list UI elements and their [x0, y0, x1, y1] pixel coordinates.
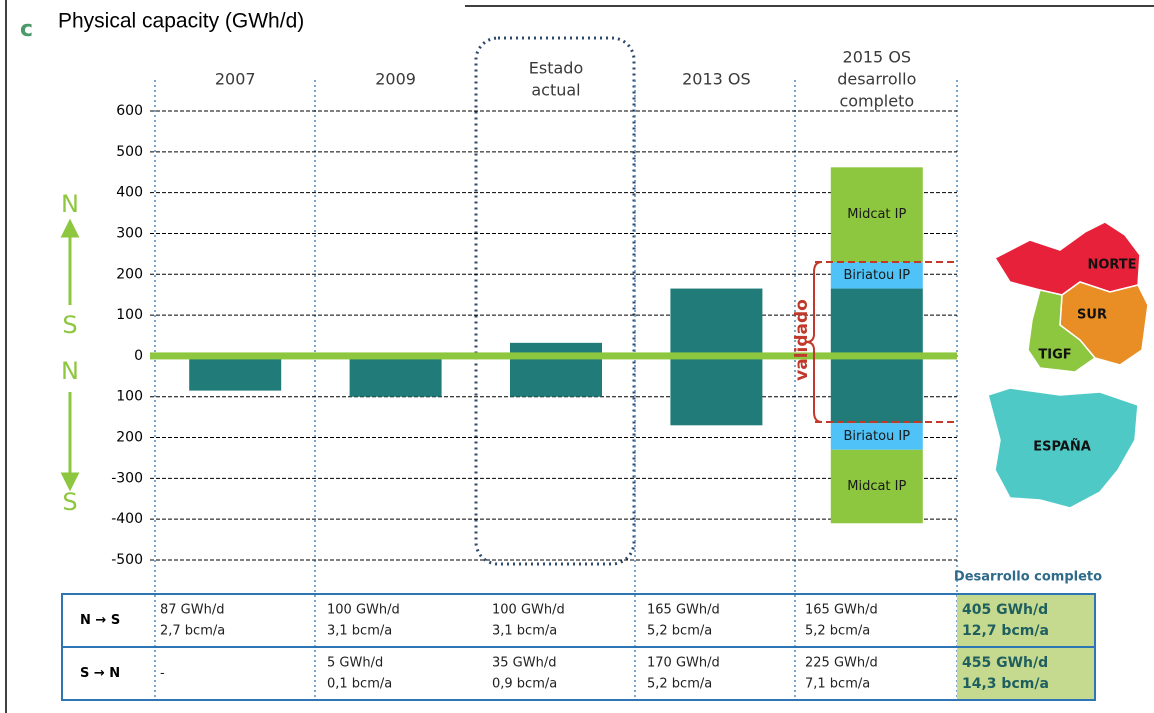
- table-cell: 3,1 bcm/a: [492, 624, 557, 639]
- table-cell: 455 GWh/d: [962, 655, 1048, 671]
- highlight-box: [474, 36, 636, 566]
- segment-label: Biriatou IP: [844, 429, 911, 444]
- table-cell: -: [160, 666, 165, 681]
- y-tick-label: 400: [116, 185, 143, 201]
- table-cell: 2,7 bcm/a: [160, 624, 225, 639]
- table-cell: 5 GWh/d: [327, 656, 383, 671]
- map-label: NORTE: [1087, 258, 1136, 273]
- chart-title: Physical capacity (GWh/d): [58, 10, 304, 33]
- x-tick-label: Estado: [529, 59, 583, 78]
- table-cell: 405 GWh/d: [962, 602, 1048, 618]
- x-tick-label: 2009: [375, 70, 416, 89]
- x-tick-label: actual: [531, 81, 580, 100]
- bar-segment: [830, 423, 923, 450]
- bar-segment: [830, 449, 923, 524]
- y-tick-label: -300: [111, 470, 143, 486]
- corner-letter: c: [20, 17, 33, 42]
- table-cell: 225 GWh/d: [805, 656, 878, 671]
- row-label: S → N: [80, 666, 120, 681]
- table-cell: 100 GWh/d: [327, 603, 400, 618]
- bar-segment: [830, 355, 923, 424]
- direction-label: N: [61, 357, 79, 385]
- bar-segment: [830, 262, 923, 289]
- table-cell: 165 GWh/d: [805, 603, 878, 618]
- table-cell: 7,1 bcm/a: [805, 677, 870, 692]
- table-cell: 3,1 bcm/a: [327, 624, 392, 639]
- y-tick-label: 0: [134, 348, 143, 364]
- segment-label: Biriatou IP: [844, 268, 911, 283]
- bar-segment: [670, 288, 763, 356]
- y-tick-label: 200: [116, 430, 143, 446]
- bar-segment: [830, 167, 923, 263]
- direction-label: S: [62, 311, 77, 339]
- map-label: ESPAÑA: [1033, 439, 1091, 455]
- table-header: Desarrollo completo: [954, 570, 1102, 585]
- bar-segment: [510, 355, 602, 397]
- segment-label: Midcat IP: [847, 207, 906, 222]
- map-label: TIGF: [1038, 348, 1071, 363]
- y-tick-label: 500: [116, 144, 143, 160]
- zero-line: [150, 352, 957, 360]
- table-cell: 35 GWh/d: [492, 656, 556, 671]
- map: [987, 221, 1149, 509]
- table-cell: 165 GWh/d: [647, 603, 720, 618]
- table-cell: 100 GWh/d: [492, 603, 565, 618]
- map-label: SUR: [1077, 308, 1107, 323]
- table-cell: 5,2 bcm/a: [647, 624, 712, 639]
- direction-arrows: [60, 218, 80, 492]
- table-cell: 12,7 bcm/a: [962, 623, 1049, 639]
- table-cell: 5,2 bcm/a: [805, 624, 870, 639]
- x-tick-label: 2015 OS: [843, 48, 912, 67]
- row-label: N → S: [80, 613, 120, 628]
- table-cell: 14,3 bcm/a: [962, 676, 1049, 692]
- y-tick-label: -400: [111, 511, 143, 527]
- table-cell: 5,2 bcm/a: [647, 677, 712, 692]
- segment-label: Midcat IP: [847, 479, 906, 494]
- y-tick-label: 300: [116, 225, 143, 241]
- bar-segment: [189, 355, 282, 391]
- validated-bracket: [805, 261, 823, 423]
- table-cell: 0,1 bcm/a: [327, 677, 392, 692]
- direction-label: S: [62, 488, 77, 516]
- table-cell: 87 GWh/d: [160, 603, 224, 618]
- table-cell: 170 GWh/d: [647, 656, 720, 671]
- y-tick-label: 100: [116, 389, 143, 405]
- y-tick-label: 200: [116, 266, 143, 282]
- y-tick-label: -500: [111, 552, 143, 568]
- x-tick-label: completo: [839, 92, 914, 111]
- bar-segment: [830, 288, 923, 356]
- x-tick-label: 2007: [215, 70, 256, 89]
- y-tick-label: 100: [116, 307, 143, 323]
- bar-segment: [349, 355, 442, 397]
- annotation: validado: [792, 299, 812, 381]
- y-tick-label: 600: [116, 103, 143, 119]
- x-tick-label: desarrollo: [837, 70, 916, 89]
- table-cell: 0,9 bcm/a: [492, 677, 557, 692]
- x-tick-label: 2013 OS: [682, 70, 751, 89]
- bar-segment: [670, 355, 763, 426]
- direction-label: N: [61, 190, 79, 218]
